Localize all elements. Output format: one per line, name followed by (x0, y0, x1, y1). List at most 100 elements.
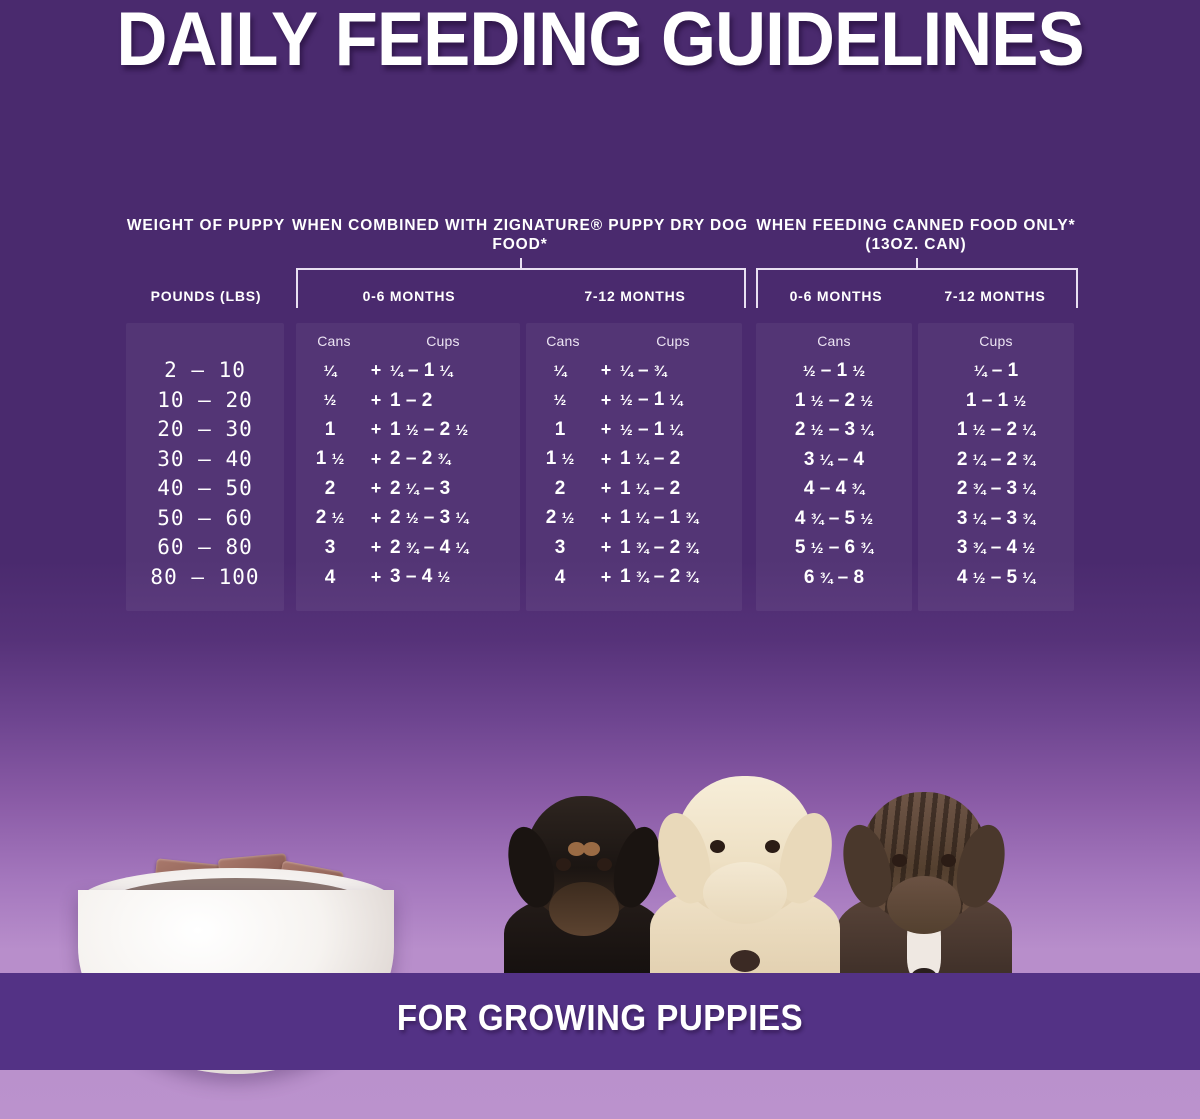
cups-value: 3 – 4 ½ (390, 566, 451, 587)
plus-sign: + (600, 360, 612, 380)
weight-row: 2 – 10 (164, 358, 246, 382)
table-row: 4 ½ – 5 ¼ (956, 566, 1036, 588)
plus-sign: + (600, 537, 612, 557)
cans-value: 3 (324, 537, 336, 558)
group-header-combined-dry: WHEN COMBINED WITH ZIGNATURE® PUPPY DRY … (292, 217, 749, 253)
bracket-canned-only (756, 258, 1078, 308)
table-row: ½ +1 – 2 (298, 386, 518, 416)
table-row: ½ + ½ – 1 ¼ (528, 386, 740, 416)
cups-value: 2 ¼ – 3 (390, 477, 451, 499)
table-row: 4 +3 – 4 ½ (298, 563, 518, 593)
plus-sign: + (370, 419, 382, 439)
table-row: 4 – 4 ¾ (803, 478, 865, 499)
cans-value: 4 (554, 566, 566, 588)
cups-value: 1 ¾ – 2 ¾ (620, 536, 699, 558)
plus-sign: + (370, 566, 382, 587)
table-row: 2 ½ – 3 ¼ (794, 419, 874, 440)
panel-dry-7-12 (526, 323, 742, 611)
cups-value: ¼ – 1 ¼ (390, 359, 453, 381)
table-row: 1 ½ +2 – 2 ¾ (298, 445, 518, 475)
plus-sign: + (370, 537, 382, 557)
cans-value: 2 (324, 478, 336, 499)
plus-sign: + (600, 507, 612, 528)
black-tan-puppy (500, 780, 668, 994)
column-label-cups: Cups (979, 333, 1013, 349)
cups-value: 1 ¼ – 2 (620, 448, 681, 469)
table-row: 3 +2 ¾ – 4 ¼ (298, 533, 518, 563)
table-row: 2 ¼ – 2 ¾ (956, 448, 1036, 470)
cups-value: 1 ¾ – 2 ¾ (620, 566, 699, 587)
cans-value: 1 (554, 419, 566, 440)
table-row: 1 ½ – 2 ½ (794, 389, 874, 411)
cups-value: 1 ¼ – 2 (620, 477, 681, 499)
cups-value: 1 ½ – 2 ½ (390, 418, 469, 440)
group-header-canned-only: WHEN FEEDING CANNED FOOD ONLY* (13OZ. CA… (756, 217, 1076, 253)
cups-value: 2 ¾ – 4 ¼ (390, 536, 469, 558)
weight-row: 60 – 80 (157, 535, 253, 559)
column-label-cups: Cups (656, 333, 690, 349)
group-header-weight: WEIGHT OF PUPPY (126, 217, 286, 234)
canned-7-12-rows: ¼ – 1 1 – 1 ½ 1 ½ – 2 ¼ 2 ¼ – 2 ¾ 2 ¾ – 3 ¼ 3… (918, 356, 1074, 592)
table-row: 1 ½ – 2 ¼ (956, 419, 1036, 440)
weight-row: 40 – 50 (157, 476, 253, 500)
puppies-photo (500, 768, 1020, 994)
weight-row: 10 – 20 (157, 387, 253, 412)
plus-sign: + (600, 566, 612, 587)
plus-sign: + (370, 389, 382, 410)
table-row: 6 ¾ – 8 (803, 566, 865, 588)
weight-row: 50 – 60 (157, 505, 253, 530)
weight-row: 30 – 40 (157, 446, 253, 471)
weight-rows: 2 – 10 10 – 20 20 – 30 30 – 40 40 – 50 50 – 6… (126, 356, 284, 592)
cream-labrador-puppy (649, 768, 841, 980)
cups-value: 2 ½ – 3 ¼ (390, 507, 469, 528)
table-row: 1 +1 ½ – 2 ½ (298, 415, 518, 445)
plus-sign: + (370, 507, 382, 528)
dry-7-12-rows: ¼ + ¼ – ¾ ½ + ½ – 1 ¼ 1 + ½ – 1 ¼ 1 ½ +1 ¼ – 2 2 +1 … (528, 356, 740, 592)
bottom-banner (0, 973, 1200, 1070)
table-row: ¼ + ¼ – ¾ (528, 356, 740, 386)
page-title: DAILY FEEDING GUIDELINES (116, 0, 1084, 82)
table-row: 3 +1 ¾ – 2 ¾ (528, 533, 740, 563)
table-row: 3 ¼ – 4 (803, 448, 865, 470)
column-label-cans: Cans (817, 333, 851, 349)
cups-value: ½ – 1 ¼ (620, 418, 683, 440)
table-row: 2 +2 ¼ – 3 (298, 474, 518, 504)
plus-sign: + (600, 478, 612, 498)
cans-value: 4 (324, 566, 336, 588)
panel-canned-7-12 (918, 323, 1074, 611)
table-row: 1 ½ +1 ¼ – 2 (528, 445, 740, 475)
column-label-cups: Cups (426, 333, 460, 349)
cans-value: 1 (324, 419, 336, 440)
cans-value: ½ (553, 392, 567, 409)
cans-value: 3 (554, 537, 566, 558)
panel-dry-0-6 (296, 323, 520, 611)
cups-value: ½ – 1 ¼ (620, 389, 683, 410)
subheader-dry-0-6: 0-6 MONTHS (362, 288, 456, 304)
table-row: 2 ½ +1 ¼ – 1 ¾ (528, 504, 740, 534)
plus-sign: + (600, 389, 612, 410)
table-row: 2 +1 ¼ – 2 (528, 474, 740, 504)
table-row: 5 ½ – 6 ¾ (794, 537, 874, 558)
cups-value: 1 ¼ – 1 ¾ (620, 507, 699, 528)
table-row: 3 ¾ – 4 ½ (956, 537, 1036, 558)
table-row: 4 +1 ¾ – 2 ¾ (528, 563, 740, 593)
table-row: 1 + ½ – 1 ¼ (528, 415, 740, 445)
cans-value: 2 ½ (545, 507, 575, 528)
weight-row: 20 – 30 (157, 417, 253, 441)
table-row: 1 – 1 ½ (965, 389, 1027, 411)
bracket-combined-dry (296, 258, 746, 308)
feeding-table: WEIGHT OF PUPPY WHEN COMBINED WITH ZIGNA… (126, 217, 1078, 611)
dry-0-6-rows: ¼ + ¼ – 1 ¼ ½ +1 – 2 1 +1 ½ – 2 ½ 1 ½ +2 – 2 ¾ 2 +… (298, 356, 518, 592)
cans-value: ¼ (323, 362, 337, 380)
cups-value: ¼ – ¾ (620, 359, 667, 381)
subheader-canned-7-12: 7-12 MONTHS (944, 288, 1046, 304)
panel-weight (126, 323, 284, 611)
plus-sign: + (600, 448, 612, 469)
plus-sign: + (370, 448, 382, 469)
bottom-banner-text: FOR GROWING PUPPIES (396, 997, 804, 1038)
brindle-puppy (835, 778, 1013, 986)
table-row: 4 ¾ – 5 ½ (794, 507, 874, 529)
cups-value: 2 – 2 ¾ (390, 448, 451, 469)
cans-value: ¼ (553, 362, 567, 380)
